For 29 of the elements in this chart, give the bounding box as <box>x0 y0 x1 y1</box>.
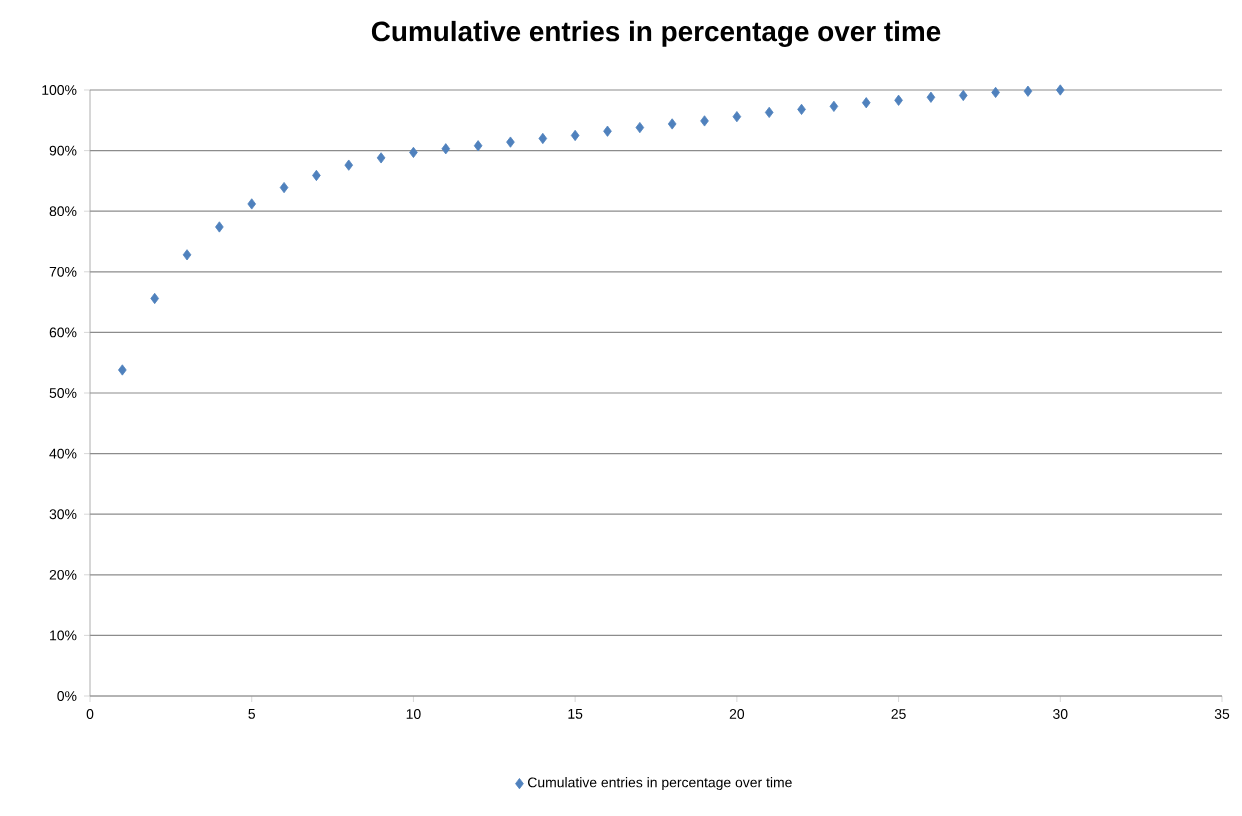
point <box>376 152 386 164</box>
point <box>894 94 903 106</box>
point <box>700 115 709 127</box>
point <box>182 249 192 261</box>
point <box>506 136 515 148</box>
point <box>829 100 839 112</box>
point <box>926 91 936 103</box>
point <box>797 103 806 115</box>
point <box>409 146 418 158</box>
point <box>247 198 256 210</box>
point <box>603 125 612 137</box>
point <box>570 129 580 142</box>
point <box>473 140 483 152</box>
point <box>215 221 224 233</box>
point <box>667 118 677 130</box>
chart-title: Cumulative entries in percentage over time <box>371 20 941 47</box>
point <box>344 159 354 171</box>
point <box>958 89 968 102</box>
point <box>635 121 645 134</box>
point <box>861 97 871 109</box>
point <box>732 111 742 123</box>
point <box>279 181 289 194</box>
point <box>118 364 127 376</box>
point <box>991 86 1000 98</box>
point <box>538 132 548 145</box>
point <box>764 106 774 118</box>
point <box>1023 85 1033 97</box>
point <box>1056 84 1065 96</box>
point <box>441 143 451 155</box>
